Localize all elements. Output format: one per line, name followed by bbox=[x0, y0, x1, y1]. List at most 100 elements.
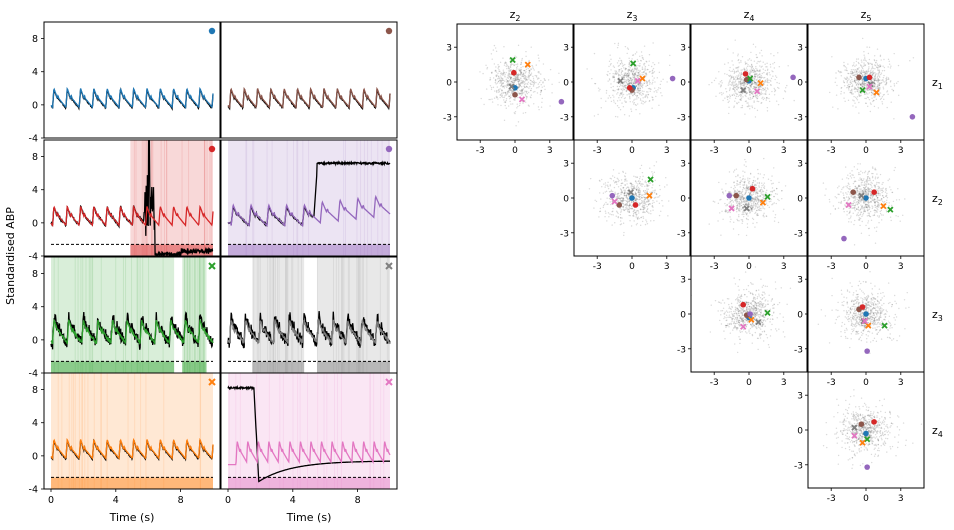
background-point bbox=[754, 82, 757, 84]
background-point bbox=[525, 50, 527, 53]
background-point bbox=[638, 212, 640, 214]
background-point bbox=[756, 202, 759, 204]
background-point bbox=[491, 72, 493, 74]
background-point bbox=[628, 62, 631, 65]
background-point bbox=[846, 214, 848, 216]
background-point bbox=[621, 217, 623, 219]
background-point bbox=[759, 209, 761, 211]
background-point bbox=[878, 79, 880, 82]
background-point bbox=[490, 72, 493, 74]
background-point bbox=[647, 200, 650, 203]
background-point bbox=[771, 190, 773, 192]
background-point bbox=[842, 194, 845, 196]
background-point bbox=[617, 193, 619, 195]
background-point bbox=[882, 194, 884, 197]
background-point bbox=[637, 191, 640, 193]
background-point bbox=[635, 186, 638, 188]
background-point bbox=[521, 59, 523, 61]
background-point bbox=[766, 80, 769, 82]
background-point bbox=[520, 92, 522, 95]
background-point bbox=[625, 67, 627, 70]
background-point bbox=[851, 78, 853, 81]
background-point bbox=[622, 187, 624, 189]
background-point bbox=[645, 85, 647, 87]
background-point bbox=[762, 77, 765, 79]
background-point bbox=[522, 65, 524, 68]
y-tick-label: 3 bbox=[680, 44, 686, 54]
background-point bbox=[725, 211, 727, 213]
background-point bbox=[738, 205, 740, 207]
background-point bbox=[865, 186, 867, 188]
background-point bbox=[753, 101, 755, 103]
background-point bbox=[521, 81, 523, 83]
background-point bbox=[857, 208, 859, 211]
background-point bbox=[875, 206, 878, 208]
background-point bbox=[879, 92, 882, 94]
background-point bbox=[645, 72, 647, 74]
background-point bbox=[740, 97, 743, 99]
background-point bbox=[762, 83, 765, 85]
background-point bbox=[880, 189, 883, 192]
background-point bbox=[644, 193, 647, 195]
background-point bbox=[507, 90, 509, 93]
background-point bbox=[635, 85, 637, 87]
background-point bbox=[751, 210, 754, 212]
x-tick-label: 3 bbox=[664, 146, 670, 156]
background-point bbox=[745, 200, 747, 203]
background-point bbox=[722, 218, 724, 221]
background-point bbox=[542, 63, 545, 65]
background-point bbox=[761, 185, 763, 187]
background-point bbox=[736, 102, 738, 105]
background-point bbox=[619, 93, 621, 95]
background-point bbox=[758, 69, 761, 72]
background-point bbox=[502, 82, 504, 84]
background-point bbox=[506, 90, 509, 93]
background-point bbox=[856, 189, 858, 191]
background-point bbox=[734, 86, 737, 89]
background-point bbox=[607, 212, 610, 214]
background-point bbox=[755, 189, 758, 191]
background-point bbox=[878, 71, 881, 74]
background-point bbox=[778, 199, 780, 202]
background-point bbox=[773, 220, 776, 222]
cluster-point-green bbox=[509, 56, 516, 64]
background-point bbox=[660, 210, 662, 212]
background-point bbox=[862, 191, 864, 193]
background-point bbox=[844, 66, 847, 68]
background-point bbox=[521, 82, 523, 84]
background-point bbox=[864, 204, 867, 207]
background-point bbox=[750, 92, 753, 94]
background-point bbox=[623, 76, 626, 79]
background-point bbox=[616, 93, 618, 95]
background-point bbox=[501, 90, 503, 92]
background-point bbox=[498, 77, 500, 80]
cluster-marker bbox=[208, 378, 216, 386]
background-point bbox=[610, 69, 612, 71]
background-point bbox=[880, 59, 882, 61]
background-point bbox=[852, 197, 854, 199]
background-point bbox=[848, 78, 850, 80]
background-point bbox=[843, 64, 845, 67]
background-point bbox=[649, 198, 652, 200]
background-point bbox=[868, 70, 870, 73]
background-point bbox=[593, 52, 596, 55]
background-point bbox=[880, 82, 882, 84]
background-point bbox=[749, 91, 751, 94]
background-point bbox=[856, 208, 858, 211]
background-point bbox=[744, 203, 747, 206]
background-point bbox=[612, 89, 615, 92]
background-point bbox=[755, 186, 757, 189]
background-point bbox=[869, 73, 872, 75]
background-point bbox=[763, 212, 765, 215]
background-point bbox=[847, 191, 849, 193]
background-point bbox=[853, 195, 856, 197]
background-point bbox=[537, 77, 539, 79]
background-point bbox=[775, 187, 778, 190]
background-point bbox=[615, 71, 617, 73]
background-point bbox=[866, 206, 868, 208]
background-point bbox=[633, 82, 635, 84]
background-point bbox=[890, 204, 893, 207]
background-point bbox=[859, 177, 861, 179]
background-point bbox=[749, 74, 751, 76]
background-point bbox=[513, 81, 516, 84]
